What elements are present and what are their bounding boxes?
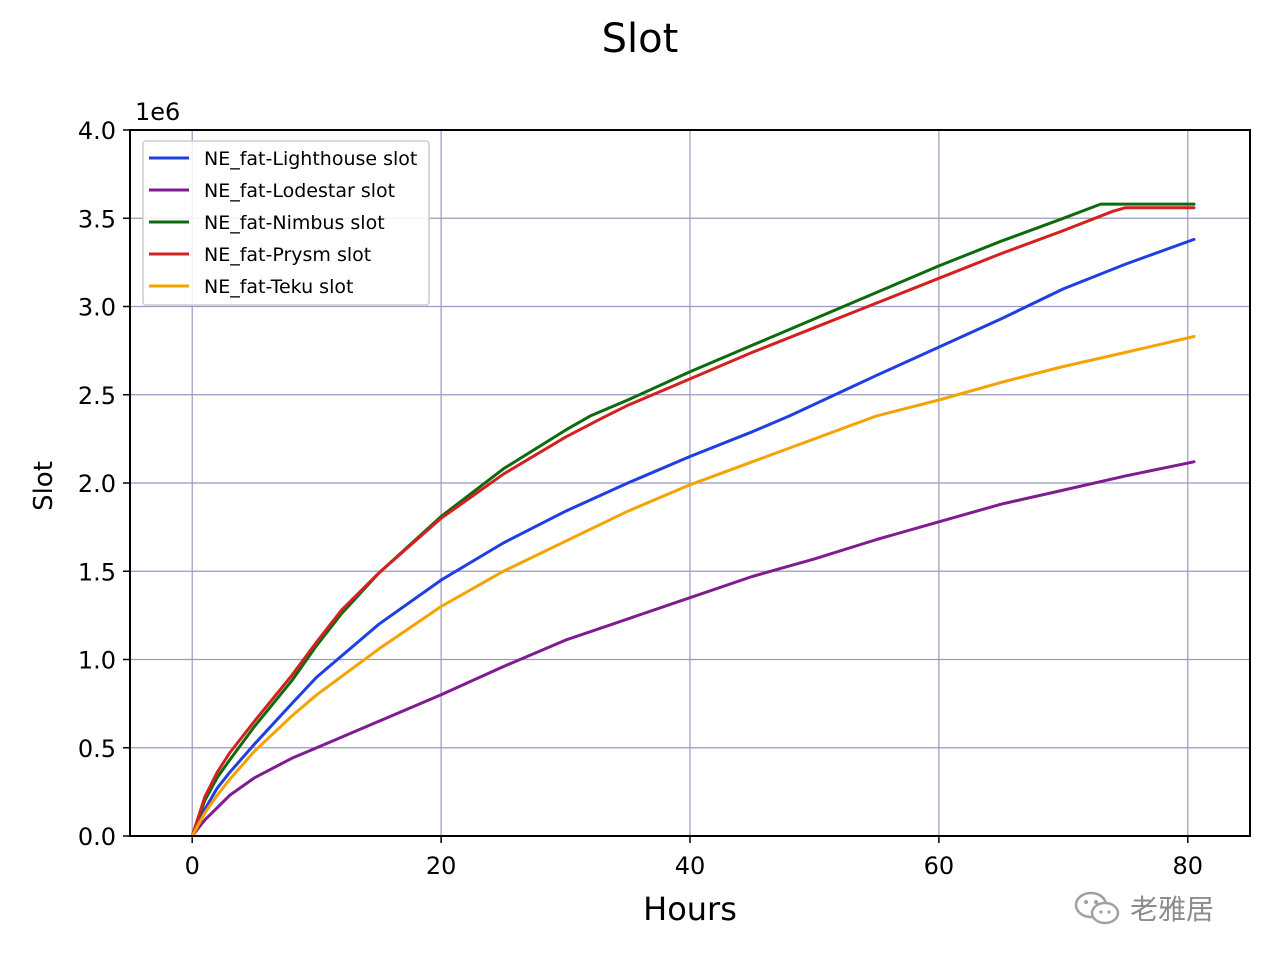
legend-box [142,140,430,306]
series-line-0 [190,237,1196,838]
y-tick-label: 1.0 [78,647,116,675]
legend: NE_fat-Lighthouse slot NE_fat-Lodestar sl… [142,140,430,306]
x-tick-label: 60 [924,852,955,880]
chart-title: Slot [602,16,679,62]
x-axis-ticks: 0 20 40 60 80 [185,836,1203,880]
y-tick-label: 3.0 [78,294,116,322]
legend-label: NE_fat-Lodestar slot [204,180,395,202]
y-tick-label: 1.5 [78,558,116,586]
watermark-text: 老雅居 [1130,893,1215,926]
series-line-3 [190,206,1196,838]
series-line-4 [190,335,1196,838]
y-axis-ticks: 0.0 0.5 1.0 1.5 2.0 2.5 3.0 3.5 4.0 [78,117,130,851]
y-tick-label: 0.5 [78,735,116,763]
y-tick-label: 0.0 [78,823,116,851]
y-axis-label: Slot [29,461,59,511]
legend-label: NE_fat-Nimbus slot [204,212,385,234]
x-tick-label: 20 [426,852,457,880]
plot-frame [129,129,1251,837]
x-axis-label: Hours [643,890,737,928]
wechat-icon [1074,891,1120,925]
legend-label: NE_fat-Teku slot [204,276,353,298]
series-line-1 [190,460,1196,838]
y-tick-label: 4.0 [78,117,116,145]
series-line-2 [190,202,1196,838]
legend-label: NE_fat-Prysm slot [204,244,371,266]
watermark: 老雅居 [1072,884,1262,932]
y-tick-label: 3.5 [78,205,116,233]
y-tick-label: 2.0 [78,470,116,498]
x-tick-label: 80 [1173,852,1204,880]
x-tick-label: 0 [185,852,200,880]
legend-label: NE_fat-Lighthouse slot [204,148,417,170]
y-tick-label: 2.5 [78,382,116,410]
y-offset-label: 1e6 [135,98,180,126]
series-lines [190,202,1196,838]
x-tick-label: 40 [675,852,706,880]
